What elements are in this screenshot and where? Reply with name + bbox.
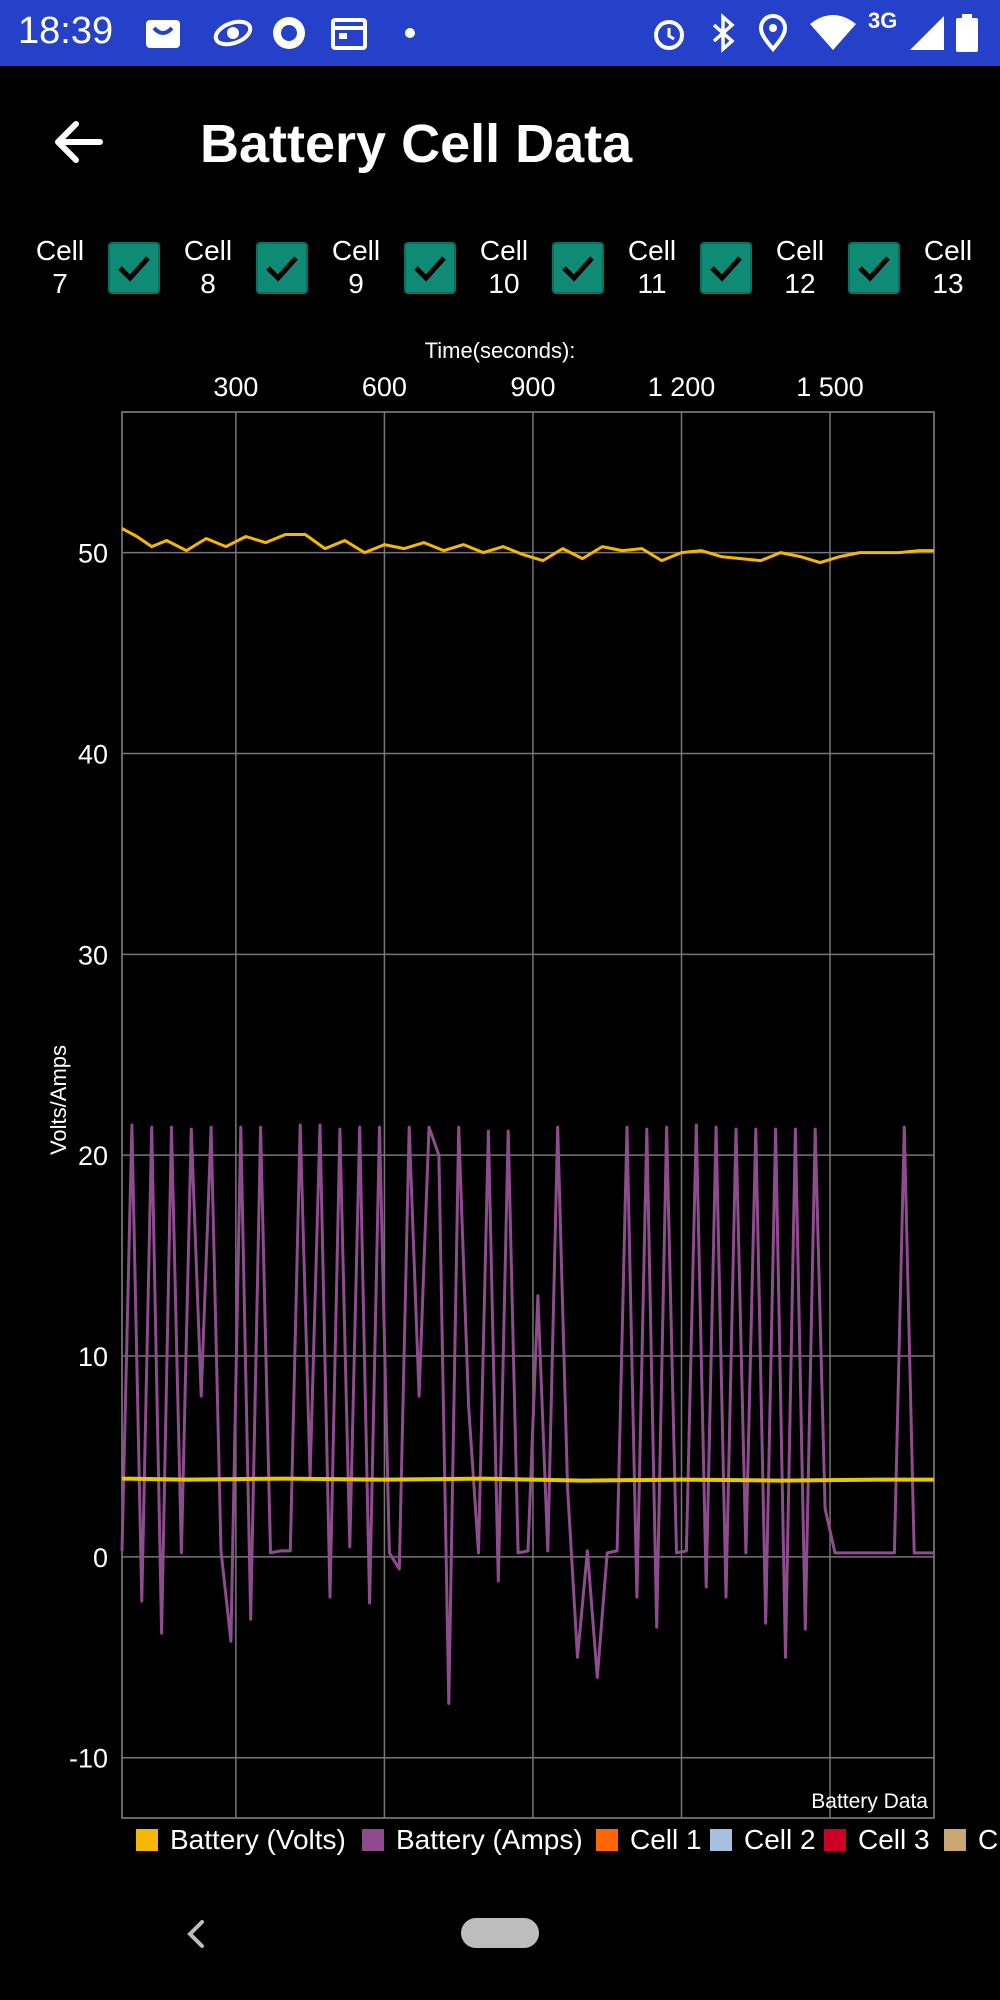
cell-label-number: 7 bbox=[52, 268, 68, 299]
cell-label-word: Cell bbox=[923, 235, 973, 266]
legend-label: Cell 2 bbox=[744, 1824, 816, 1855]
cell-label-number: 11 bbox=[637, 268, 667, 299]
cell-label-number: 10 bbox=[488, 268, 520, 299]
legend-label: Cell 1 bbox=[630, 1824, 702, 1855]
back-arrow-icon[interactable] bbox=[48, 112, 108, 172]
chart-annotation: Battery Data bbox=[811, 1790, 928, 1813]
signal-icon bbox=[910, 16, 944, 50]
cell-label-12: Cell 12 bbox=[760, 234, 840, 300]
checkmark-icon bbox=[710, 256, 742, 282]
cell-selector-row: Cell 7 Cell 8 Cell 9 Cell 10 Cell 11 Cell 12 Cell 13 bbox=[0, 230, 1000, 310]
x-tick-label: 600 bbox=[362, 372, 407, 402]
location-icon bbox=[758, 14, 788, 53]
cell-label-word: Cell bbox=[331, 235, 381, 266]
status-bar: 18:39 3G bbox=[0, 0, 1000, 66]
page-title: Battery Cell Data bbox=[200, 114, 633, 174]
legend-item: Battery (Volts) bbox=[136, 1818, 346, 1862]
alarm-icon bbox=[654, 20, 684, 50]
y-tick-label: -10 bbox=[69, 1744, 108, 1774]
cell-label-7: Cell 7 bbox=[20, 234, 100, 300]
cell-label-number: 9 bbox=[348, 268, 364, 299]
bluetooth-icon bbox=[712, 13, 735, 53]
y-tick-label: 40 bbox=[78, 739, 108, 769]
legend-item: Cell 3 bbox=[824, 1818, 930, 1862]
cell-label-word: Cell bbox=[183, 235, 233, 266]
series-battery-volts bbox=[121, 527, 934, 565]
bag-icon bbox=[146, 20, 180, 48]
nav-back-icon[interactable] bbox=[178, 1914, 218, 1954]
cell-checkbox-10[interactable] bbox=[552, 242, 604, 294]
legend-item: Battery (Amps) bbox=[362, 1818, 583, 1862]
legend-swatch bbox=[710, 1829, 732, 1851]
checkmark-icon bbox=[858, 256, 890, 282]
saturn-icon bbox=[213, 19, 253, 47]
legend-item: Cell 1 bbox=[596, 1818, 702, 1862]
legend-swatch bbox=[362, 1829, 384, 1851]
legend-item: Cell 2 bbox=[710, 1818, 816, 1862]
cell-checkbox-9[interactable] bbox=[404, 242, 456, 294]
plot-frame bbox=[121, 411, 935, 1819]
checkmark-icon bbox=[414, 256, 446, 282]
nav-home-button[interactable] bbox=[461, 1918, 539, 1948]
cell-checkbox-8[interactable] bbox=[256, 242, 308, 294]
cell-label-word: Cell bbox=[479, 235, 529, 266]
series-battery-amps bbox=[120, 1123, 934, 1705]
wifi-icon bbox=[810, 15, 856, 50]
cell-label-10: Cell 10 bbox=[464, 234, 544, 300]
cell-checkbox-11[interactable] bbox=[700, 242, 752, 294]
x-tick-label: 300 bbox=[213, 372, 258, 402]
legend-label: C bbox=[978, 1824, 999, 1855]
cell-label-9: Cell 9 bbox=[316, 234, 396, 300]
y-tick-label: 20 bbox=[78, 1141, 108, 1171]
legend-swatch bbox=[944, 1829, 966, 1851]
cell-checkbox-12[interactable] bbox=[848, 242, 900, 294]
series-cells-overlay bbox=[121, 1476, 934, 1483]
network-type: 3G bbox=[868, 8, 898, 33]
status-time: 18:39 bbox=[18, 10, 114, 52]
cell-label-word: Cell bbox=[775, 235, 825, 266]
chart-legend: Battery (Volts) Battery (Amps) Cell 1 Cell … bbox=[0, 1818, 1000, 1862]
y-tick-label: 30 bbox=[78, 940, 108, 970]
checkmark-icon bbox=[266, 256, 298, 282]
cell-label-11: Cell 11 bbox=[612, 234, 692, 300]
y-tick-label: 0 bbox=[93, 1543, 108, 1573]
calendar-icon bbox=[331, 18, 367, 50]
x-tick-label: 1 500 bbox=[796, 372, 864, 402]
legend-swatch bbox=[596, 1829, 618, 1851]
legend-swatch bbox=[136, 1829, 158, 1851]
legend-label: Cell 3 bbox=[858, 1824, 930, 1855]
cell-checkbox-7[interactable] bbox=[108, 242, 160, 294]
legend-item: C bbox=[944, 1818, 998, 1862]
y-tick-label: 50 bbox=[78, 539, 108, 569]
checkmark-icon bbox=[562, 256, 594, 282]
y-tick-label: 10 bbox=[78, 1342, 108, 1372]
cell-label-word: Cell bbox=[627, 235, 677, 266]
legend-swatch bbox=[824, 1829, 846, 1851]
x-tick-label: 1 200 bbox=[648, 372, 716, 402]
chart-svg: 300 600 900 1 200 1 500 -10 0 10 20 30 40 50 Time(se… bbox=[46, 338, 935, 1819]
x-tick-label: 900 bbox=[510, 372, 555, 402]
record-icon bbox=[273, 17, 305, 49]
legend-label: Battery (Volts) bbox=[170, 1824, 346, 1855]
checkmark-icon bbox=[118, 256, 150, 282]
cell-label-8: Cell 8 bbox=[168, 234, 248, 300]
dot-icon bbox=[405, 28, 415, 38]
battery-icon bbox=[956, 14, 978, 52]
cell-label-number: 8 bbox=[200, 268, 216, 299]
cell-label-number: 13 bbox=[932, 268, 964, 299]
legend-label: Battery (Amps) bbox=[396, 1824, 583, 1855]
y-axis-title: Volts/Amps bbox=[46, 1045, 71, 1155]
battery-chart: 300 600 900 1 200 1 500 -10 0 10 20 30 40 50 Time(se… bbox=[0, 320, 1000, 1820]
x-axis-title: Time(seconds): bbox=[425, 338, 576, 363]
cell-label-13: Cell 13 bbox=[908, 234, 988, 300]
cell-label-number: 12 bbox=[784, 268, 816, 299]
cell-label-word: Cell bbox=[35, 235, 85, 266]
